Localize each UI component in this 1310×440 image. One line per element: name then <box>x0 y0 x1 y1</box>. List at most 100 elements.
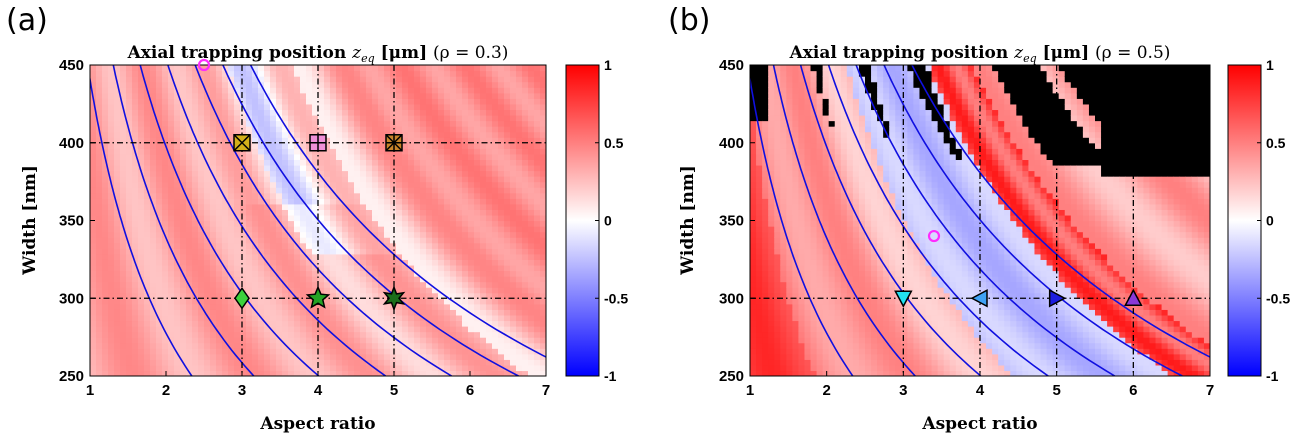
heatmap-cell <box>210 287 217 294</box>
heatmap-cell <box>300 65 307 72</box>
heatmap-cell <box>234 226 241 233</box>
heatmap-cell <box>816 159 824 166</box>
heatmap-cell <box>804 331 812 338</box>
heatmap-cell <box>108 370 115 376</box>
heatmap-cell <box>210 342 217 349</box>
heatmap-cell <box>216 259 223 266</box>
heatmap-cell <box>750 153 757 161</box>
heatmap-cell <box>270 242 277 249</box>
heatmap-cell <box>156 342 163 349</box>
heatmap-cell <box>330 264 337 272</box>
heatmap-cell <box>300 126 307 133</box>
heatmap-cell <box>150 153 157 161</box>
heatmap-cell <box>114 259 121 266</box>
heatmap-cell <box>456 314 463 322</box>
heatmap-cell <box>408 314 415 322</box>
heatmap-cell <box>246 103 253 111</box>
heatmap-cell <box>474 259 481 266</box>
heatmap-cell <box>510 276 517 283</box>
heatmap-cell <box>216 253 223 260</box>
heatmap-cell <box>174 70 181 77</box>
heatmap-cell <box>408 65 415 72</box>
heatmap-cell <box>150 309 157 316</box>
heatmap-cell <box>210 192 217 199</box>
heatmap-cell <box>762 226 769 233</box>
heatmap-cell <box>780 137 787 144</box>
heatmap-cell <box>438 303 445 310</box>
heatmap-cell <box>504 109 511 116</box>
heatmap-cell <box>372 359 379 366</box>
heatmap-cell <box>300 298 307 305</box>
heatmap-cell <box>252 159 259 166</box>
heatmap-cell <box>492 120 499 127</box>
heatmap-cell <box>762 303 769 310</box>
heatmap-cell <box>222 364 229 372</box>
heatmap-cell <box>294 359 301 366</box>
heatmap-cell <box>390 81 397 88</box>
heatmap-cell <box>198 298 205 305</box>
heatmap-cell <box>498 264 505 272</box>
heatmap-cell <box>252 264 259 272</box>
heatmap-cell <box>792 242 800 249</box>
heatmap-cell <box>774 298 781 305</box>
heatmap-cell <box>282 253 289 260</box>
heatmap-cell <box>792 292 800 299</box>
heatmap-cell <box>480 364 487 372</box>
heatmap-cell <box>240 237 247 244</box>
heatmap-cell <box>336 276 343 283</box>
heatmap-cell <box>462 253 469 260</box>
heatmap-cell <box>372 231 379 238</box>
heatmap-cell <box>420 109 427 116</box>
heatmap-cell <box>768 192 775 199</box>
heatmap-cell <box>528 337 535 344</box>
heatmap-cell <box>348 359 355 366</box>
heatmap-cell <box>528 242 535 249</box>
heatmap-cell <box>510 192 517 199</box>
heatmap-cell <box>750 65 757 72</box>
heatmap-cell <box>762 287 769 294</box>
heatmap-cell <box>168 337 175 344</box>
heatmap-cell <box>330 320 337 327</box>
heatmap-cell <box>798 270 806 277</box>
heatmap-cell <box>90 326 97 333</box>
heatmap-cell <box>180 309 187 316</box>
heatmap-cell <box>174 214 181 222</box>
heatmap-cell <box>186 309 193 316</box>
panel-a: (a) Axial trapping position zeq [μm] (ρ … <box>6 3 628 434</box>
heatmap-cell <box>156 309 163 316</box>
heatmap-cell <box>534 370 541 376</box>
heatmap-cell <box>750 226 757 233</box>
heatmap-cell <box>120 148 127 155</box>
heatmap-cell <box>438 148 445 155</box>
heatmap-cell <box>786 164 793 172</box>
heatmap-cell <box>114 98 121 105</box>
heatmap-cell <box>756 164 763 172</box>
heatmap-cell <box>132 153 139 161</box>
heatmap-cell <box>168 259 175 266</box>
heatmap-cell <box>96 103 103 111</box>
heatmap-cell <box>534 209 541 216</box>
heatmap-cell <box>168 342 175 349</box>
heatmap-cell <box>816 198 824 205</box>
heatmap-cell <box>420 264 427 272</box>
heatmap-cell <box>300 292 307 299</box>
heatmap-cell <box>432 242 439 249</box>
heatmap-cell <box>804 253 812 260</box>
heatmap-cell <box>126 326 133 333</box>
heatmap-cell <box>240 276 247 283</box>
heatmap-cell <box>780 181 787 188</box>
heatmap-cell <box>114 326 121 333</box>
heatmap-cell <box>402 65 409 72</box>
heatmap-cell <box>336 137 343 144</box>
heatmap-cell <box>810 164 818 172</box>
heatmap-cell <box>108 231 115 238</box>
heatmap-cell <box>234 114 241 122</box>
heatmap-cell <box>810 264 818 272</box>
heatmap-cell <box>246 264 253 272</box>
heatmap-cell <box>438 320 445 327</box>
heatmap-cell <box>504 348 511 355</box>
heatmap-cell <box>786 176 793 183</box>
heatmap-cell <box>366 81 373 88</box>
heatmap-cell <box>768 353 775 360</box>
heatmap-cell <box>750 242 757 249</box>
